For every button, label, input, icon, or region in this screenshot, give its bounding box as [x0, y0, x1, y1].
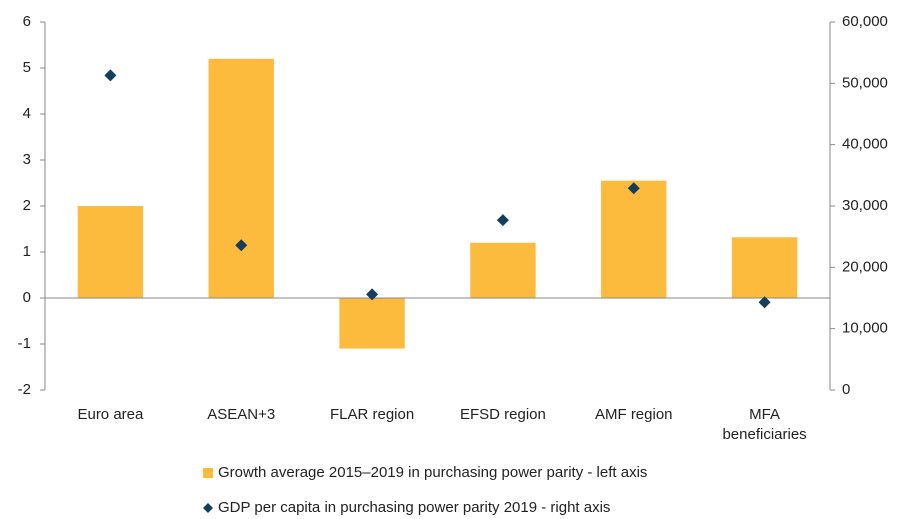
bar — [77, 206, 144, 298]
y-tick-label: 2 — [23, 197, 31, 214]
marker — [235, 239, 248, 252]
x-tick-label: EFSD region — [460, 406, 546, 423]
marker — [496, 214, 509, 227]
bar — [601, 180, 667, 298]
bar — [339, 298, 405, 349]
marker — [627, 182, 640, 195]
marker — [104, 69, 117, 82]
x-tick-label: FLAR region — [330, 406, 414, 423]
y2-tick-label: 20,000 — [842, 258, 888, 275]
y-tick-label: 6 — [23, 13, 31, 30]
x-tick-label: MFA beneficiaries — [722, 406, 806, 443]
y-tick-label: 5 — [23, 59, 31, 76]
y2-tick-label: 60,000 — [842, 13, 888, 30]
y-tick-label: 4 — [23, 105, 31, 122]
y-tick-label: 1 — [23, 243, 31, 260]
legend-label: Growth average 2015–2019 in purchasing p… — [218, 464, 647, 481]
y2-tick-label: 30,000 — [842, 197, 888, 214]
legend-label: GDP per capita in purchasing power parit… — [218, 499, 610, 516]
x-tick-label: Euro area — [77, 406, 144, 423]
legend-swatch — [203, 468, 213, 478]
y2-tick-label: 40,000 — [842, 136, 888, 153]
x-tick-label: AMF region — [595, 406, 673, 423]
y-tick-label: 3 — [23, 151, 31, 168]
legend-swatch — [203, 503, 213, 513]
bar — [208, 58, 274, 298]
y2-tick-label: 50,000 — [842, 74, 888, 91]
y2-tick-label: 10,000 — [842, 320, 888, 337]
y-tick-label: -2 — [18, 381, 31, 398]
y2-tick-label: 0 — [842, 381, 850, 398]
y-tick-label: 0 — [23, 289, 31, 306]
bar — [470, 242, 536, 298]
bar — [731, 237, 798, 298]
marker — [758, 296, 771, 309]
marker — [366, 288, 379, 301]
x-tick-label: ASEAN+3 — [207, 406, 275, 423]
y-tick-label: -1 — [18, 335, 31, 352]
